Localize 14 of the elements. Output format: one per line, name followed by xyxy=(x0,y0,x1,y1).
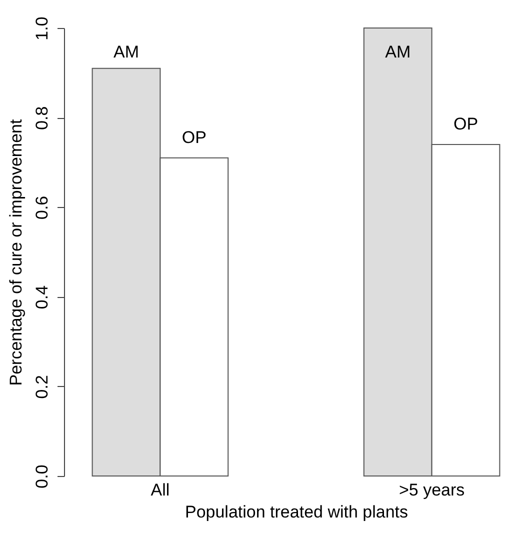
y-tick-label: 1.0 xyxy=(32,16,52,40)
y-tick-label: 0.2 xyxy=(32,375,52,399)
y-tick-label: 0.6 xyxy=(32,196,52,220)
y-tick-label: 0.4 xyxy=(32,285,52,310)
y-axis-title: Percentage of cure or improvement xyxy=(6,118,26,386)
x-axis-title: Population treated with plants xyxy=(184,502,408,522)
text: OP xyxy=(453,114,478,134)
x-tick-label: >5 years xyxy=(398,480,465,500)
x-tick-label: All xyxy=(150,480,170,500)
y-tick-label: 0.0 xyxy=(32,464,52,488)
y-tick-label: 0.8 xyxy=(32,106,52,130)
text: AM xyxy=(385,42,411,62)
series-label: OP xyxy=(182,128,206,147)
series-label: AM xyxy=(113,42,139,62)
